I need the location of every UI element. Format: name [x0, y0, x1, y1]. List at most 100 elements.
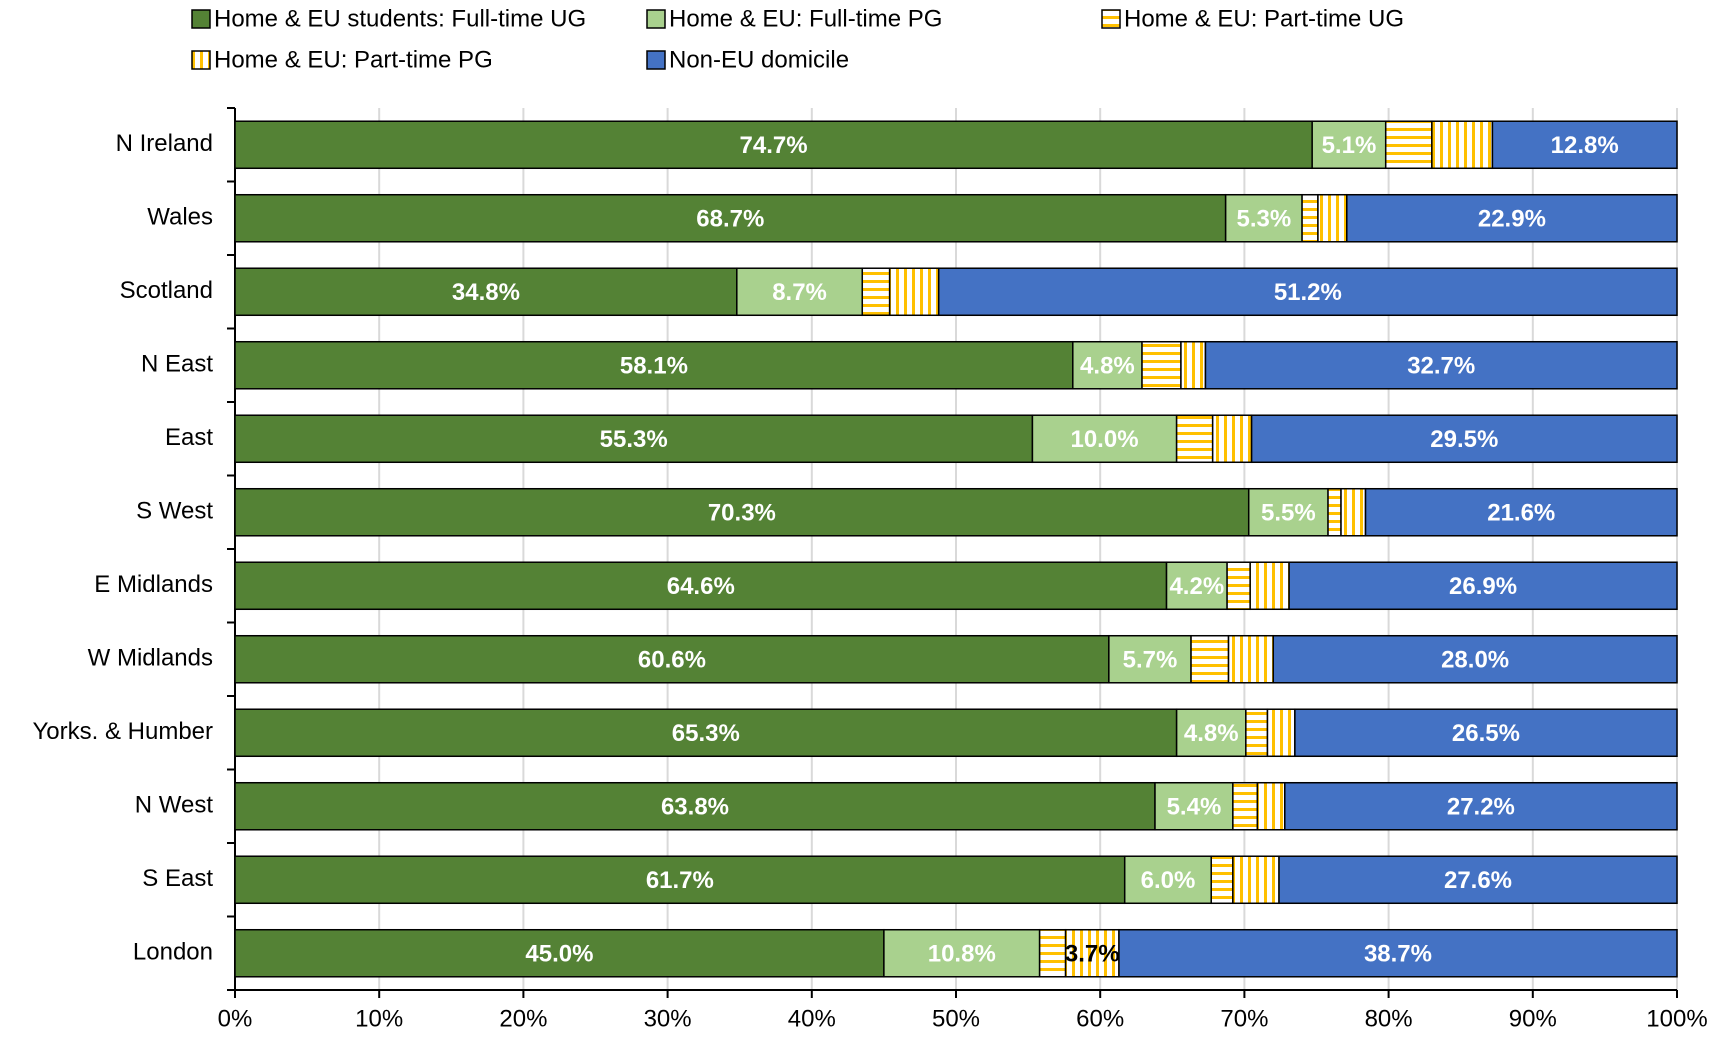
bar-segment — [1211, 414, 1253, 464]
bar-segment — [234, 855, 1126, 905]
bar-segment — [1141, 340, 1182, 390]
bar-segment — [861, 267, 891, 317]
value-label: 70.3% — [708, 500, 776, 527]
value-label: 21.6% — [1487, 500, 1555, 527]
bar-segment — [234, 561, 1168, 611]
bar-segment — [234, 708, 1178, 758]
value-label: 5.7% — [1123, 647, 1178, 674]
bar-segment — [1256, 781, 1286, 831]
legend-swatch — [646, 9, 666, 29]
bar-segment — [1031, 414, 1178, 464]
bar-segment — [234, 781, 1156, 831]
bar-segment — [1288, 561, 1678, 611]
bar-segment — [1226, 561, 1251, 611]
bar-segment — [1431, 120, 1494, 170]
value-label: 45.0% — [525, 941, 593, 968]
bar-segment — [1340, 487, 1367, 537]
y-tick-label: E Midlands — [94, 571, 213, 598]
value-label: 63.8% — [661, 794, 729, 821]
bar-segment — [1072, 340, 1143, 390]
bar-segment — [1038, 928, 1067, 978]
bar-segment — [234, 120, 1313, 170]
y-tick-label: N West — [135, 792, 214, 819]
bar-segment — [1245, 708, 1269, 758]
value-label: 10.0% — [1070, 426, 1138, 453]
value-label: 64.6% — [667, 573, 735, 600]
bar-segment — [1247, 487, 1329, 537]
y-tick-label: N East — [141, 351, 213, 378]
bar-segment — [234, 340, 1074, 390]
bar-segment — [1272, 634, 1678, 684]
bar-segment — [736, 267, 864, 317]
x-tick-label: 20% — [499, 1005, 547, 1032]
y-tick-label: S West — [136, 498, 213, 525]
value-label: 29.5% — [1430, 426, 1498, 453]
bar-segment — [1204, 340, 1678, 390]
bar-segment — [1180, 340, 1207, 390]
value-label: 4.8% — [1184, 720, 1239, 747]
x-tick-label: 60% — [1076, 1005, 1124, 1032]
bar-segment — [1364, 487, 1678, 537]
legend-label: Home & EU: Part-time UG — [1124, 5, 1404, 32]
bar-segment — [1491, 120, 1678, 170]
value-label: 51.2% — [1274, 279, 1342, 306]
value-label: 10.8% — [928, 941, 996, 968]
legend-swatch — [191, 50, 211, 70]
bar-segment — [1232, 855, 1280, 905]
y-tick-label: Wales — [147, 204, 213, 231]
x-tick-label: 10% — [355, 1005, 403, 1032]
bar-segment — [1294, 708, 1678, 758]
value-label: 28.0% — [1441, 647, 1509, 674]
bar-segment — [1190, 634, 1230, 684]
y-tick-label: Scotland — [120, 277, 213, 304]
bar-segment — [1224, 193, 1303, 243]
bar-segment — [234, 267, 738, 317]
value-label: 27.2% — [1447, 794, 1515, 821]
legend-label: Non-EU domicile — [669, 46, 849, 73]
x-tick-label: 40% — [788, 1005, 836, 1032]
x-tick-label: 0% — [218, 1005, 253, 1032]
value-label: 61.7% — [646, 867, 714, 894]
value-label: 12.8% — [1551, 132, 1619, 159]
value-label: 26.9% — [1449, 573, 1517, 600]
value-label: 60.6% — [638, 647, 706, 674]
bar-segment — [1210, 855, 1234, 905]
x-tick-label: 70% — [1220, 1005, 1268, 1032]
bar-segment — [234, 414, 1034, 464]
value-label: 8.7% — [772, 279, 827, 306]
value-label: 68.7% — [696, 206, 764, 233]
x-tick-label: 50% — [932, 1005, 980, 1032]
bar-segment — [1154, 781, 1234, 831]
legend-label: Home & EU students: Full-time UG — [214, 5, 586, 32]
value-label: 32.7% — [1407, 353, 1475, 380]
value-label: 34.8% — [452, 279, 520, 306]
y-tick-label: W Midlands — [88, 645, 213, 672]
bar-segment — [1278, 855, 1678, 905]
legend-swatch — [646, 50, 666, 70]
bar-segment — [1118, 928, 1678, 978]
bar-segment — [234, 928, 885, 978]
value-label: 55.3% — [600, 426, 668, 453]
x-tick-label: 80% — [1365, 1005, 1413, 1032]
bar-segment — [888, 267, 940, 317]
value-label: 5.3% — [1237, 206, 1292, 233]
legend-label: Home & EU: Full-time PG — [669, 5, 942, 32]
bar-segment — [1175, 708, 1247, 758]
value-label: 5.1% — [1322, 132, 1377, 159]
value-label: 4.2% — [1169, 573, 1224, 600]
value-label: 74.7% — [740, 132, 808, 159]
value-label: 65.3% — [672, 720, 740, 747]
bar-segment — [937, 267, 1678, 317]
bar-segment — [234, 487, 1250, 537]
value-label: 26.5% — [1452, 720, 1520, 747]
bar-segment — [1250, 414, 1678, 464]
value-label: 27.6% — [1444, 867, 1512, 894]
bar-segment — [1346, 193, 1678, 243]
y-tick-label: S East — [142, 865, 213, 892]
value-label: 22.9% — [1478, 206, 1546, 233]
y-tick-label: London — [133, 939, 213, 966]
bar-segment — [1266, 708, 1296, 758]
value-label: 5.4% — [1167, 794, 1222, 821]
